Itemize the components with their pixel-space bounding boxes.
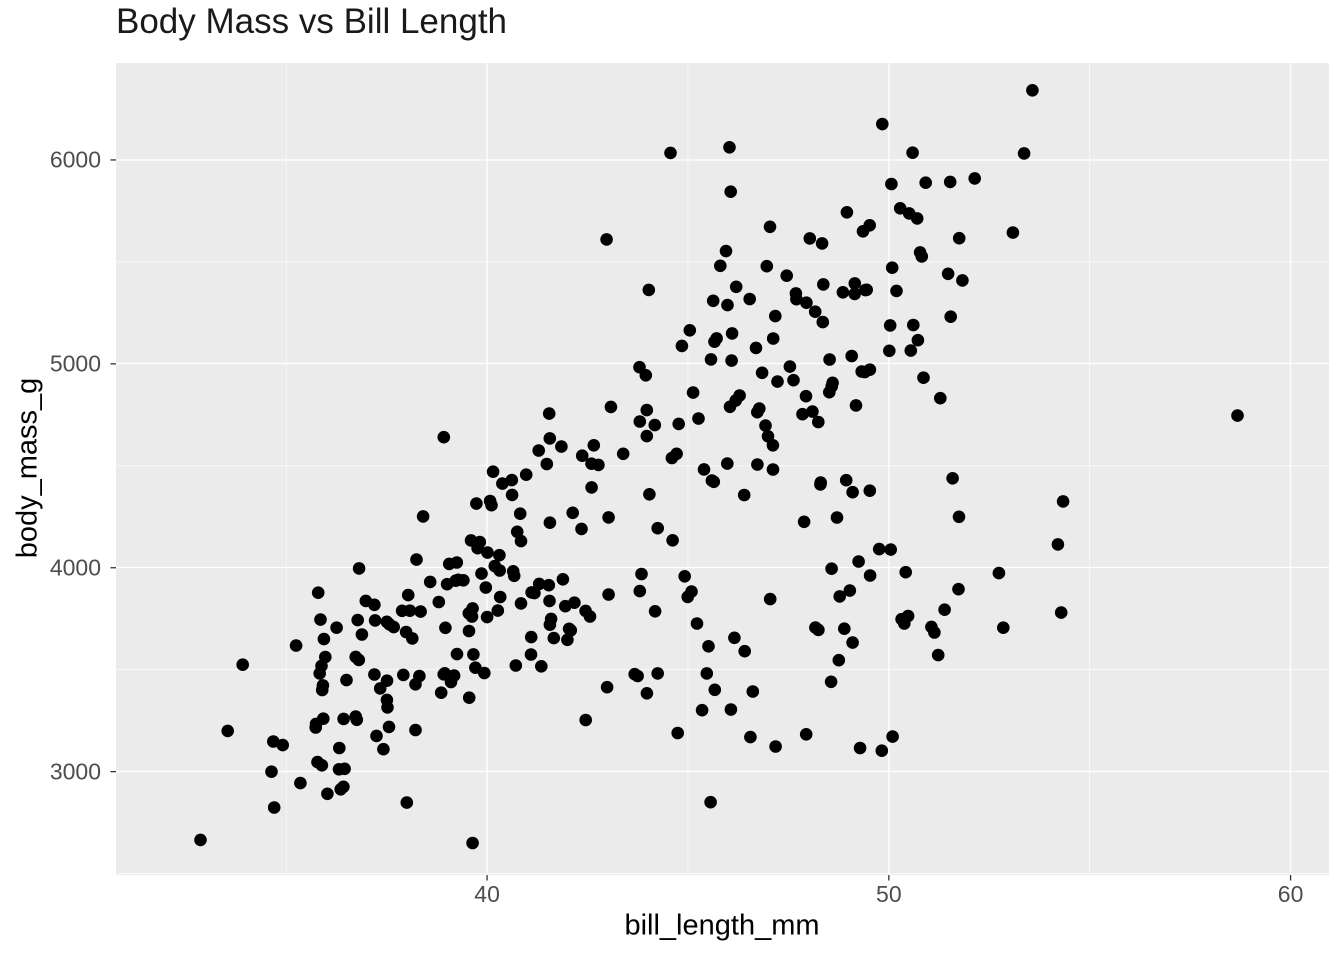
svg-text:6000: 6000 [50, 147, 101, 173]
svg-text:5000: 5000 [50, 351, 101, 377]
svg-text:60: 60 [1278, 881, 1304, 907]
svg-text:50: 50 [876, 881, 902, 907]
svg-text:40: 40 [474, 881, 500, 907]
svg-text:3000: 3000 [50, 759, 101, 785]
svg-text:4000: 4000 [50, 555, 101, 581]
